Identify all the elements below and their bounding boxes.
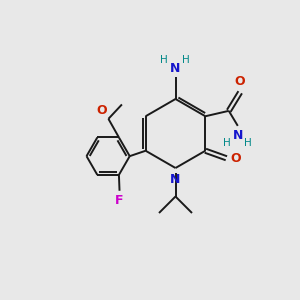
- Text: N: N: [170, 62, 181, 75]
- Text: H: H: [182, 56, 190, 65]
- Text: H: H: [160, 56, 168, 65]
- Text: N: N: [232, 129, 243, 142]
- Text: H: H: [223, 138, 230, 148]
- Text: F: F: [115, 194, 124, 207]
- Text: N: N: [170, 173, 181, 186]
- Text: O: O: [96, 104, 107, 117]
- Text: O: O: [235, 75, 245, 88]
- Text: H: H: [244, 138, 252, 148]
- Text: O: O: [230, 152, 241, 165]
